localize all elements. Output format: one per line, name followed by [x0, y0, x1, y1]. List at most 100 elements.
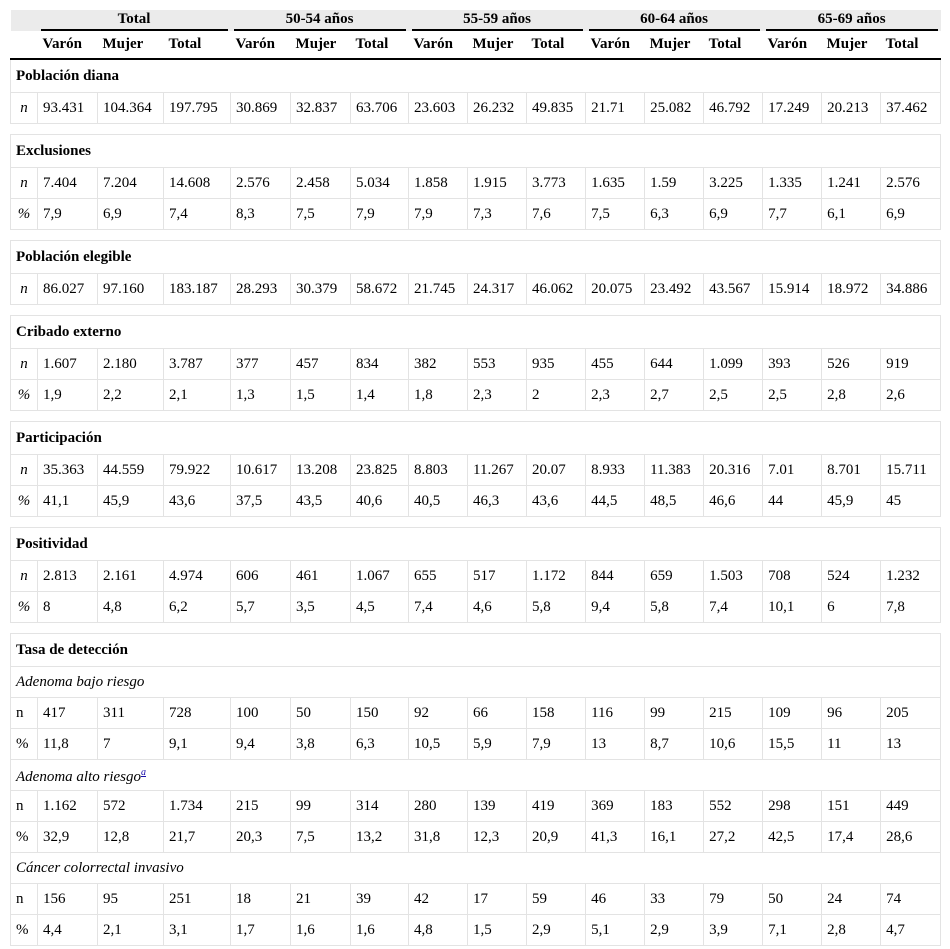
cell: 3,8 [290, 728, 352, 760]
cell: 41,3 [585, 821, 646, 853]
column-header: Mujer [97, 31, 164, 60]
section: Población diana [9, 58, 942, 93]
cell: 461 [290, 560, 352, 592]
cell: 1,4 [350, 379, 410, 411]
column-header: Varón [230, 31, 291, 60]
cell: 95 [97, 883, 164, 915]
column-header: Mujer [290, 31, 351, 60]
cell: 7.204 [97, 167, 164, 199]
cell: 7,4 [703, 591, 764, 623]
cell: 1.099 [703, 348, 764, 380]
cell: 2,1 [97, 914, 164, 946]
cell: 2,8 [821, 914, 882, 946]
section-cell: Población diana [9, 58, 942, 93]
spacer-cell [10, 123, 941, 135]
cell: 109 [762, 697, 823, 729]
cell: 42 [408, 883, 469, 915]
column-header: Mujer [821, 31, 881, 60]
cell: 314 [350, 790, 410, 822]
cell: 552 [703, 790, 764, 822]
footnote: a [141, 764, 146, 778]
cell: 43,6 [526, 485, 587, 517]
cell: 15.711 [880, 454, 942, 486]
cell: 572 [97, 790, 164, 822]
spacer [10, 516, 941, 528]
row-label: n [10, 167, 38, 199]
cell: 99 [644, 697, 705, 729]
cell: 30.379 [290, 273, 352, 305]
cell: 7,5 [585, 198, 646, 230]
cell: 524 [821, 560, 882, 592]
column-header: Varón [762, 31, 822, 60]
cell: 20.213 [821, 92, 882, 124]
cell: 10.617 [230, 454, 292, 486]
section-title: Cribado externo [16, 323, 122, 340]
cell: 5,8 [526, 591, 587, 623]
footnote-link[interactable]: a [141, 767, 146, 778]
subsection-cell: Cáncer colorrectal invasivo [9, 852, 942, 884]
spacer-cell [10, 516, 941, 528]
section-cell: Exclusiones [9, 134, 942, 168]
cell: 1,9 [37, 379, 98, 411]
cell: 20.07 [526, 454, 587, 486]
cell: 7,9 [408, 198, 469, 230]
cell: 7,8 [880, 591, 942, 623]
section: Exclusiones [9, 134, 942, 168]
cell: 42,5 [762, 821, 823, 853]
cell: 2,3 [585, 379, 646, 411]
cell: 280 [408, 790, 469, 822]
cell: 37,5 [230, 485, 292, 517]
section-cell: Participación [9, 421, 942, 455]
cell: 15,5 [762, 728, 823, 760]
row-label: n [10, 92, 38, 124]
cell: 6 [821, 591, 882, 623]
cell: 6,9 [97, 198, 164, 230]
section-cell: Cribado externo [9, 315, 942, 349]
cell: 33 [644, 883, 705, 915]
section-title: Población elegible [16, 248, 132, 265]
cell: 1.635 [585, 167, 646, 199]
cell: 8.701 [821, 454, 882, 486]
data-row: % 1,9 2,2 2,1 1,3 1,5 1,4 1,8 2,3 2 2,3 2,7 2,5 2,5 2,… [10, 379, 942, 411]
cell: 20,9 [526, 821, 587, 853]
spacer [10, 304, 941, 316]
subsection: Cáncer colorrectal invasivo [9, 852, 942, 884]
cell: 37.462 [880, 92, 942, 124]
row-label: % [10, 728, 38, 760]
cell: 7,9 [526, 728, 587, 760]
cell: 20.075 [585, 273, 646, 305]
cell: 46 [585, 883, 646, 915]
data-row: % 11,8 7 9,1 9,4 3,8 6,3 10,5 5,9 7,9 13 8,7 10,6 15,… [10, 728, 942, 760]
cell: 382 [408, 348, 469, 380]
cell: 66 [467, 697, 528, 729]
data-row: n 417 311 728 100 50 150 92 66 158 116 99 215 109 96 20… [10, 697, 942, 729]
cell: 30.869 [230, 92, 292, 124]
cell: 298 [762, 790, 823, 822]
cell: 2.161 [97, 560, 164, 592]
cell: 48,5 [644, 485, 705, 517]
cell: 3.225 [703, 167, 764, 199]
spacer [10, 123, 941, 135]
cell: 205 [880, 697, 942, 729]
cell: 46.062 [526, 273, 587, 305]
cell: 13.208 [290, 454, 352, 486]
cell: 10,5 [408, 728, 469, 760]
cell: 6,3 [350, 728, 410, 760]
cell: 8,3 [230, 198, 292, 230]
cell: 11.267 [467, 454, 528, 486]
group-label: 50-54 años [233, 10, 406, 31]
section: Positividad [9, 527, 942, 561]
cell: 935 [526, 348, 587, 380]
spacer [10, 622, 941, 634]
cell: 2,5 [703, 379, 764, 411]
spacer-cell [10, 410, 941, 422]
cell: 183.187 [162, 273, 232, 305]
cell: 11.383 [644, 454, 705, 486]
cell: 10,6 [703, 728, 764, 760]
cell: 417 [37, 697, 98, 729]
cell: 6,2 [162, 591, 232, 623]
data-row: % 7,9 6,9 7,4 8,3 7,5 7,9 7,9 7,3 7,6 7,5 6,3 6,9 7,7… [10, 198, 942, 230]
cell: 393 [762, 348, 823, 380]
cell: 2,3 [467, 379, 528, 411]
cell: 1.734 [162, 790, 232, 822]
